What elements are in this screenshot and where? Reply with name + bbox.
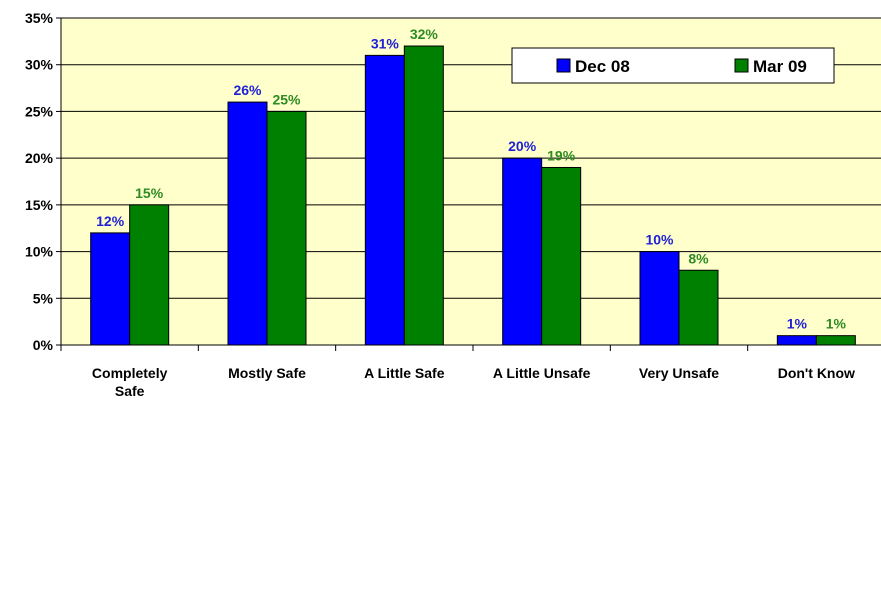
legend-swatch-mar-09 <box>734 58 749 73</box>
x-category-label: A Little Unsafe <box>493 365 591 381</box>
bar-dec-08-mostly-safe <box>227 101 268 346</box>
data-label-mar-09: 32% <box>410 26 439 42</box>
y-axis-ticks: 0% 5% 10% 15% 20% 25% 30% 35% <box>25 10 61 353</box>
data-label-dec-08: 26% <box>233 82 262 98</box>
bar-mar-09-a-little-safe <box>403 45 444 346</box>
data-label-mar-09: 1% <box>826 316 847 332</box>
x-category-label: Very Unsafe <box>639 365 719 381</box>
x-category-label: Mostly Safe <box>228 365 306 381</box>
bar-dec-08-a-little-unsafe <box>502 157 543 346</box>
legend: Dec 08 Mar 09 <box>511 47 835 84</box>
data-label-dec-08: 12% <box>96 213 125 229</box>
y-tick-label: 20% <box>25 150 54 166</box>
bars <box>90 45 856 346</box>
bar-mar-09-a-little-unsafe <box>541 166 582 346</box>
x-category-label: Safe <box>115 383 145 399</box>
y-tick-label: 10% <box>25 244 54 260</box>
x-category-label: Don't Know <box>778 365 855 381</box>
y-tick-label: 35% <box>25 10 54 26</box>
bar-mar-09-mostly-safe <box>266 110 307 346</box>
axes <box>60 18 881 351</box>
bar-mar-09-very-unsafe <box>678 269 719 346</box>
y-tick-label: 0% <box>33 337 54 353</box>
legend-label-mar-09: Mar 09 <box>753 57 807 76</box>
y-tick-label: 25% <box>25 103 54 119</box>
bar-mar-09-completely-safe <box>129 204 170 346</box>
y-tick-label: 30% <box>25 57 54 73</box>
x-category-label: A Little Safe <box>364 365 445 381</box>
legend-label-dec-08: Dec 08 <box>575 57 630 76</box>
bar-dec-08-very-unsafe <box>639 251 680 346</box>
data-label-mar-09: 15% <box>135 185 164 201</box>
y-tick-label: 5% <box>33 290 54 306</box>
data-labels: 12% 15% 26% 25% 31% 32% 20% 19% 10% 8% 1% 1% <box>96 26 846 332</box>
data-label-mar-09: 19% <box>547 147 576 163</box>
data-label-mar-09: 25% <box>272 91 301 107</box>
legend-swatch-dec-08 <box>556 58 571 73</box>
x-category-label: Completely <box>92 365 168 381</box>
bar-dec-08-a-little-safe <box>364 54 405 346</box>
data-label-dec-08: 1% <box>787 316 808 332</box>
y-tick-label: 15% <box>25 197 54 213</box>
bar-mar-09-don-t-know <box>815 335 856 346</box>
bar-dec-08-don-t-know <box>776 335 817 346</box>
data-label-dec-08: 31% <box>371 35 400 51</box>
bar-dec-08-completely-safe <box>90 232 131 346</box>
data-label-dec-08: 10% <box>645 232 674 248</box>
data-label-mar-09: 8% <box>688 250 709 266</box>
data-label-dec-08: 20% <box>508 138 537 154</box>
x-axis-categories: Completely Safe Mostly Safe A Little Safe A … <box>92 365 855 399</box>
